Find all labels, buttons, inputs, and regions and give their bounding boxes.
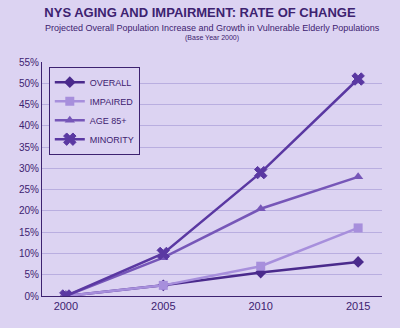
svg-text:5%: 5% bbox=[25, 269, 40, 280]
svg-text:0%: 0% bbox=[25, 291, 40, 302]
svg-text:55%: 55% bbox=[19, 57, 39, 68]
svg-text:35%: 35% bbox=[19, 142, 39, 153]
svg-text:20%: 20% bbox=[19, 205, 39, 216]
svg-text:25%: 25% bbox=[19, 184, 39, 195]
svg-text:OVERALL: OVERALL bbox=[90, 78, 132, 88]
svg-text:Projected Overall Population I: Projected Overall Population Increase an… bbox=[45, 23, 380, 33]
svg-text:40%: 40% bbox=[19, 120, 39, 131]
svg-text:NYS AGING AND IMPAIRMENT: RATE: NYS AGING AND IMPAIRMENT: RATE OF CHANGE bbox=[44, 5, 356, 20]
svg-text:2010: 2010 bbox=[248, 300, 272, 312]
svg-text:AGE 85+: AGE 85+ bbox=[90, 116, 127, 126]
svg-text:MINORITY: MINORITY bbox=[90, 135, 134, 145]
svg-text:30%: 30% bbox=[19, 163, 39, 174]
svg-text:50%: 50% bbox=[19, 78, 39, 89]
svg-text:IMPAIRED: IMPAIRED bbox=[90, 97, 133, 107]
svg-text:2015: 2015 bbox=[346, 300, 370, 312]
svg-text:10%: 10% bbox=[19, 248, 39, 259]
svg-text:2005: 2005 bbox=[151, 300, 175, 312]
svg-text:(Base Year 2000): (Base Year 2000) bbox=[185, 34, 239, 42]
svg-text:2000: 2000 bbox=[54, 300, 78, 312]
svg-text:45%: 45% bbox=[19, 99, 39, 110]
svg-text:15%: 15% bbox=[19, 227, 39, 238]
